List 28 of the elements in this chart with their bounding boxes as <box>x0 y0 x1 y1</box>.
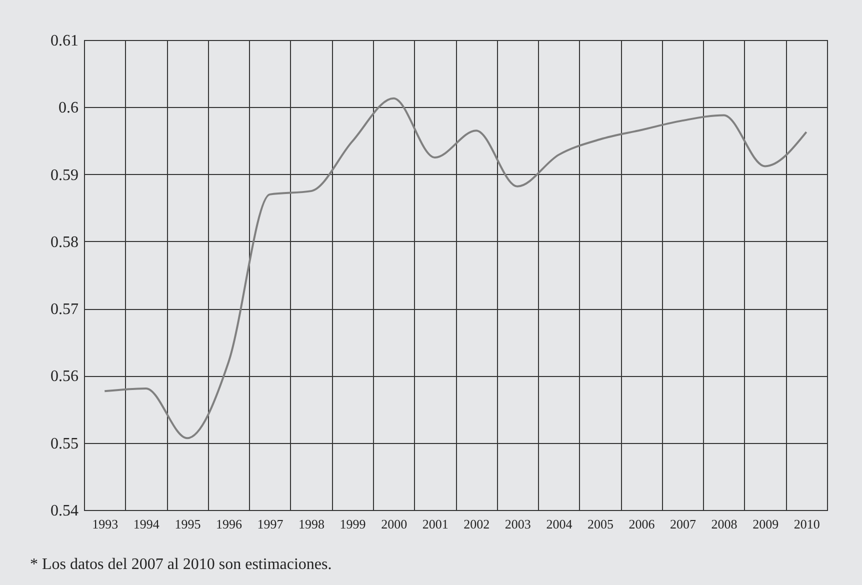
x-tick-label: 1994 <box>133 516 160 532</box>
y-tick-label: 0.54 <box>50 502 78 520</box>
x-tick-label: 1996 <box>216 516 242 532</box>
x-tick-label: 2008 <box>711 516 738 532</box>
x-tick-label: 2004 <box>546 516 573 532</box>
x-tick-label: 2006 <box>628 516 656 532</box>
y-tick-label: 0.58 <box>50 234 78 251</box>
y-tick-label: 0.55 <box>50 435 78 452</box>
y-tick-label: 0.59 <box>50 166 78 184</box>
x-tick-label: 2010 <box>794 516 820 532</box>
x-tick-label: 2001 <box>422 516 448 532</box>
x-tick-label: 1995 <box>174 516 201 532</box>
x-tick-label: 1993 <box>92 516 118 532</box>
text: * Los datos del 2007 al 2010 son estimaciones. <box>30 556 332 574</box>
x-tick-label: 2002 <box>464 516 490 532</box>
x-tick-label: 1998 <box>298 516 325 532</box>
x-tick-label: 2005 <box>587 516 614 532</box>
y-tick-label: 0.61 <box>50 32 78 50</box>
x-tick-label: 2003 <box>504 516 531 532</box>
x-tick-label: 2007 <box>670 516 697 532</box>
line-series <box>104 97 808 440</box>
x-tick-label: 2000 <box>381 516 408 532</box>
y-tick-label: 0.6 <box>58 100 78 117</box>
x-tick-label: 2009 <box>752 516 779 532</box>
x-tick-label: 1997 <box>257 516 284 532</box>
x-tick-label: 1999 <box>340 516 366 532</box>
y-tick-label: 0.57 <box>50 301 78 318</box>
y-tick-label: 0.56 <box>50 368 78 386</box>
